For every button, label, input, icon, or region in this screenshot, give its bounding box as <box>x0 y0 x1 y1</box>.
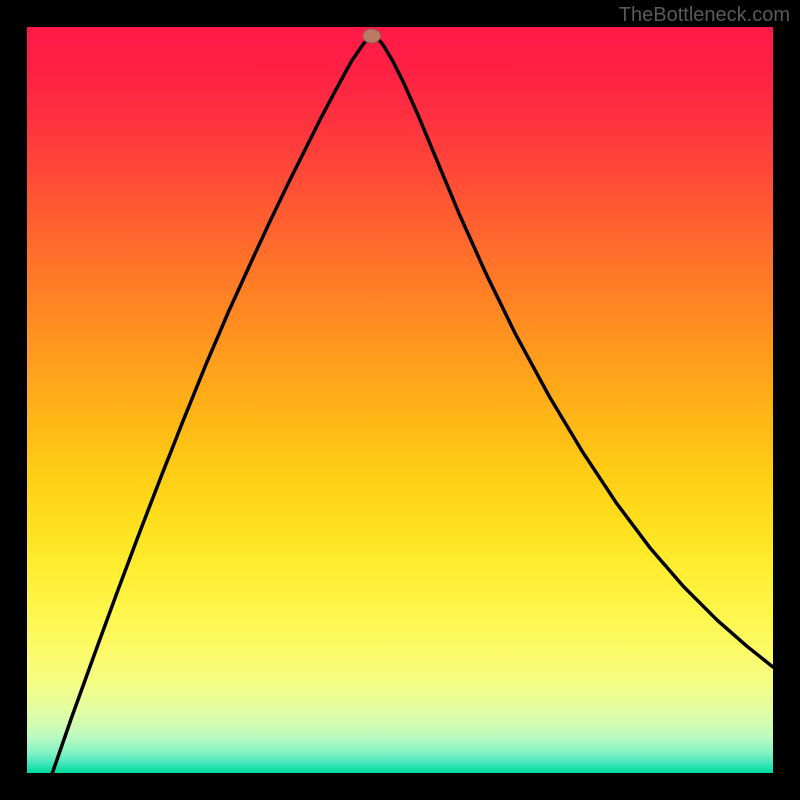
optimal-point-marker <box>363 29 381 43</box>
chart-container: TheBottleneck.com <box>0 0 800 800</box>
chart-svg <box>27 27 773 773</box>
attribution-text: TheBottleneck.com <box>619 4 790 27</box>
plot-area <box>27 27 773 773</box>
gradient-background <box>27 27 773 773</box>
